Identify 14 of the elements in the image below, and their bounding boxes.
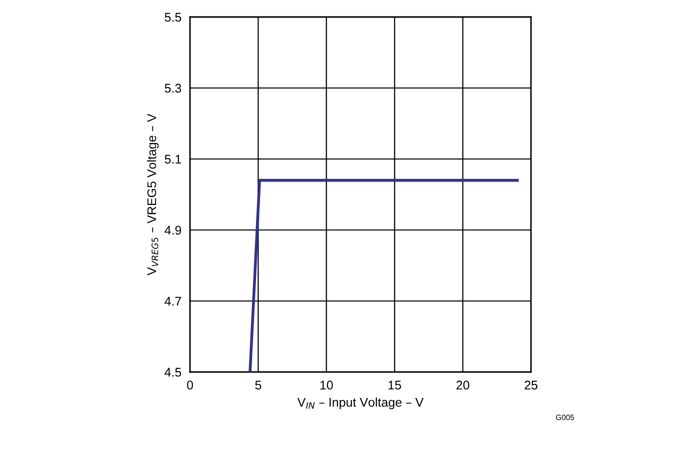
x-tick-label: 0: [187, 380, 193, 390]
y-tick-label: 5.5: [164, 12, 182, 22]
y-tick-label: 5.1: [164, 154, 182, 164]
x-tick-label: 20: [456, 380, 470, 390]
x-tick-label: 5: [255, 380, 262, 390]
x-tick-label: 15: [388, 380, 402, 390]
y-tick-label: 4.7: [164, 296, 182, 306]
y-tick-label: 4.5: [164, 368, 182, 377]
y-tick-label: 5.3: [164, 84, 182, 93]
x-tick-label: 10: [320, 380, 333, 390]
x-tick-label: 25: [524, 380, 538, 390]
x-axis-title: V$_{IN}$ – Input Voltage – V: [297, 398, 424, 410]
y-axis-title: V$_{VREG5}$ – VREG5 Voltage – V: [146, 114, 159, 276]
y-tick-label: 4.9: [164, 226, 182, 235]
